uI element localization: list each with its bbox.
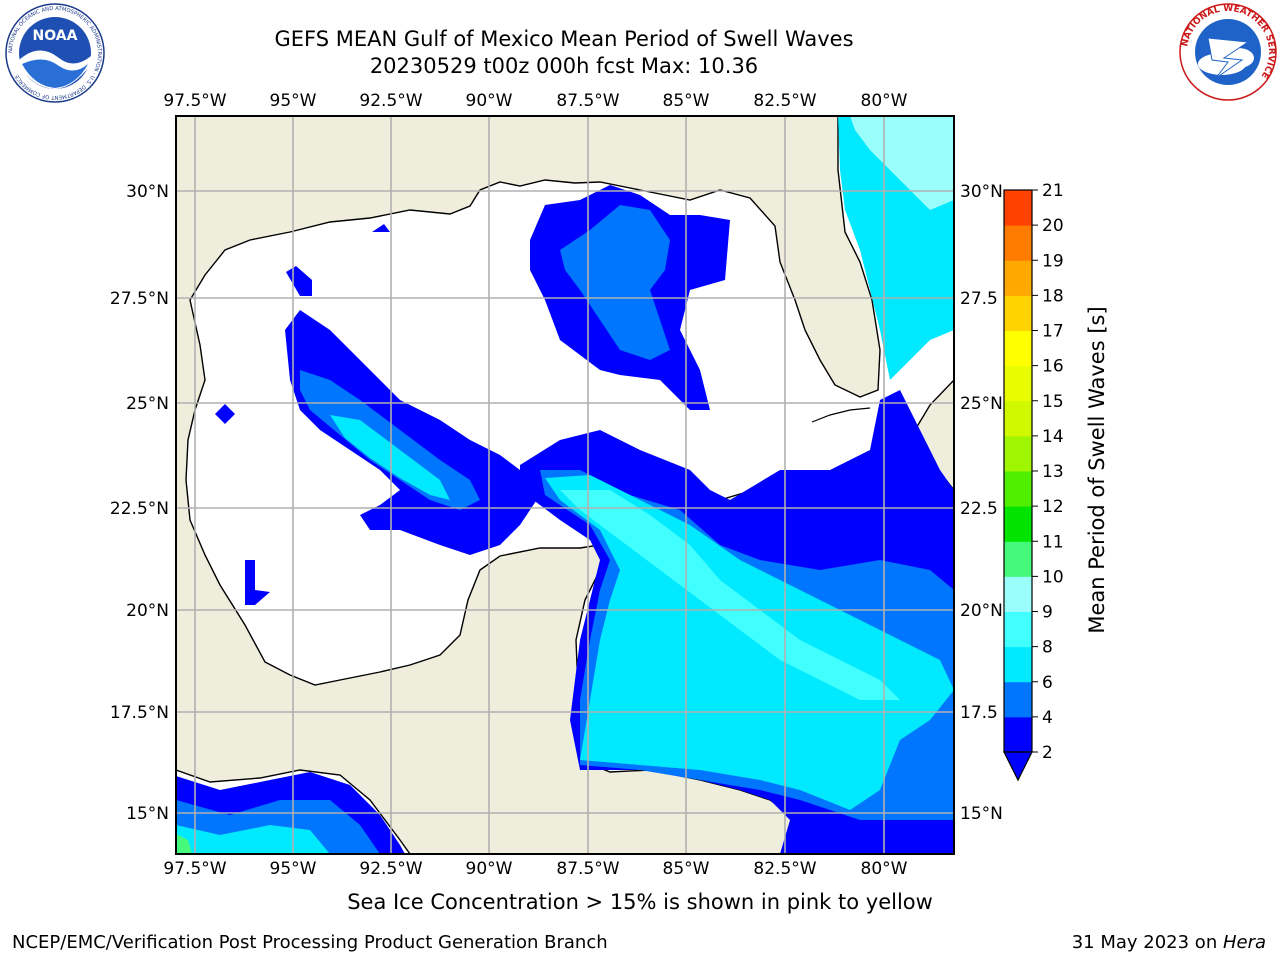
- map-subtitle: 20230529 t00z 000h fcst Max: 10.36: [369, 54, 759, 78]
- lat-label-right: 22.5: [960, 499, 998, 519]
- colorbar-tick-label: 9: [1042, 603, 1053, 623]
- lon-label-bottom: 85°W: [663, 859, 710, 879]
- colorbar-tick-label: 21: [1042, 181, 1064, 201]
- lon-label-bottom: 95°W: [270, 859, 317, 879]
- graticule: [176, 116, 954, 854]
- lon-label-top: 97.5°W: [163, 91, 226, 111]
- lon-label-top: 80°W: [861, 91, 908, 111]
- lon-label-bottom: 90°W: [466, 859, 513, 879]
- lat-label-right: 20°N: [960, 601, 1003, 621]
- lon-label-top: 87.5°W: [556, 91, 619, 111]
- colorbar-title: Mean Period of Swell Waves [s]: [1085, 306, 1109, 634]
- lon-label-top: 95°W: [270, 91, 317, 111]
- lon-label-bottom: 92.5°W: [359, 859, 422, 879]
- map-panel: [176, 116, 954, 854]
- colorbar-tick-label: 10: [1042, 567, 1064, 587]
- contour-4-6-west: [300, 370, 480, 510]
- lon-label-bottom: 80°W: [861, 859, 908, 879]
- sea-ice-note: Sea Ice Concentration > 15% is shown in …: [347, 890, 933, 914]
- colorbar-tick-label: 2: [1042, 743, 1053, 763]
- colorbar-tick-label: 12: [1042, 497, 1064, 517]
- nws-logo: NATIONAL WEATHER SERVICE: [1179, 3, 1277, 101]
- lon-label-top: 85°W: [663, 91, 710, 111]
- colorbar-swatch: [1004, 260, 1032, 296]
- contour-small-2: [245, 560, 270, 605]
- lat-label-left: 27.5°N: [110, 289, 169, 309]
- colorbar-swatch: [1004, 541, 1032, 577]
- colorbar: 2 4 6 8 9 10 11 12 13 14 15 16 17 18 19 20 21: [1003, 181, 1064, 782]
- lon-label-top: 82.5°W: [753, 91, 816, 111]
- colorbar-swatch: [1004, 681, 1032, 718]
- noaa-logo-text: NOAA: [33, 28, 78, 44]
- lat-label-right: 17.5: [960, 703, 998, 723]
- colorbar-swatch: [1004, 716, 1032, 753]
- lon-labels-bottom: 97.5°W 95°W 92.5°W 90°W 87.5°W 85°W 82.5…: [163, 859, 907, 879]
- lon-labels-top: 97.5°W 95°W 92.5°W 90°W 87.5°W 85°W 82.5…: [163, 91, 907, 111]
- contour-6-8-pacific: [176, 825, 330, 854]
- colorbar-tick-label: 13: [1042, 462, 1064, 482]
- contour-10-11-pacific: [176, 834, 192, 854]
- lat-label-left: 22.5°N: [110, 499, 169, 519]
- colorbar-swatch: [1004, 330, 1032, 367]
- lat-label-right: 27.5: [960, 289, 998, 309]
- contour-8-9-east: [560, 490, 900, 700]
- map-frame: [175, 115, 955, 855]
- footer-date-text: 31 May 2023 on: [1071, 932, 1223, 953]
- colorbar-swatch: [1004, 506, 1032, 542]
- lon-label-bottom: 82.5°W: [753, 859, 816, 879]
- noaa-logo: NOAA NATIONAL OCEANIC AND ATMOSPHERIC AD…: [5, 3, 105, 103]
- colorbar-tick-label: 20: [1042, 216, 1064, 236]
- colorbar-tick-label: 17: [1042, 322, 1064, 342]
- colorbar-tick-label: 15: [1042, 392, 1064, 412]
- footer-credit: NCEP/EMC/Verification Post Processing Pr…: [12, 932, 608, 953]
- colorbar-tick-label: 6: [1042, 673, 1053, 693]
- lat-label-right: 30°N: [960, 182, 1003, 202]
- colorbar-swatch: [1004, 295, 1032, 331]
- contour-small-1: [215, 404, 235, 424]
- florida-keys: [811, 407, 871, 423]
- colorbar-swatch: [1004, 435, 1032, 472]
- lon-label-top: 90°W: [466, 91, 513, 111]
- lat-label-left: 25°N: [126, 394, 169, 414]
- colorbar-tick-label: 14: [1042, 427, 1064, 447]
- colorbar-tick-label: 8: [1042, 638, 1053, 658]
- lat-label-left: 30°N: [126, 182, 169, 202]
- colorbar-swatch: [1004, 400, 1032, 437]
- colorbar-tick-label: 4: [1042, 708, 1053, 728]
- colorbar-swatch: [1004, 646, 1032, 683]
- colorbar-swatch: [1004, 611, 1032, 648]
- colorbar-swatch: [1004, 190, 1032, 226]
- lat-label-left: 20°N: [126, 601, 169, 621]
- colorbar-swatch: [1004, 576, 1032, 612]
- lat-labels-left: 30°N 27.5°N 25°N 22.5°N 20°N 17.5°N 15°N: [110, 182, 169, 824]
- colorbar-swatch: [1004, 225, 1032, 261]
- lon-label-bottom: 97.5°W: [163, 859, 226, 879]
- contour-small-4: [372, 224, 390, 232]
- map-title: GEFS MEAN Gulf of Mexico Mean Period of …: [274, 27, 854, 51]
- lon-label-top: 92.5°W: [359, 91, 422, 111]
- colorbar-tick-label: 11: [1042, 532, 1064, 552]
- contour-6-8-west: [330, 415, 450, 500]
- contour-8-9-atlantic: [850, 116, 954, 210]
- lat-label-left: 17.5°N: [110, 703, 169, 723]
- colorbar-tick-label: 19: [1042, 251, 1064, 271]
- colorbar-extend-triangle: [1003, 751, 1033, 782]
- colorbar-swatch: [1004, 365, 1032, 402]
- lat-labels-right: 30°N 27.5 25°N 22.5 20°N 17.5 15°N: [960, 182, 1003, 824]
- colorbar-swatch: [1004, 471, 1032, 507]
- colorbar-tick-label: 16: [1042, 357, 1064, 377]
- colorbar-tick-label: 18: [1042, 286, 1064, 306]
- lat-label-right: 15°N: [960, 804, 1003, 824]
- lon-label-bottom: 87.5°W: [556, 859, 619, 879]
- lat-label-left: 15°N: [126, 804, 169, 824]
- lat-label-right: 25°N: [960, 394, 1003, 414]
- footer-host: Hera: [1222, 932, 1266, 953]
- footer-date: 31 May 2023 on Hera: [1072, 932, 1266, 953]
